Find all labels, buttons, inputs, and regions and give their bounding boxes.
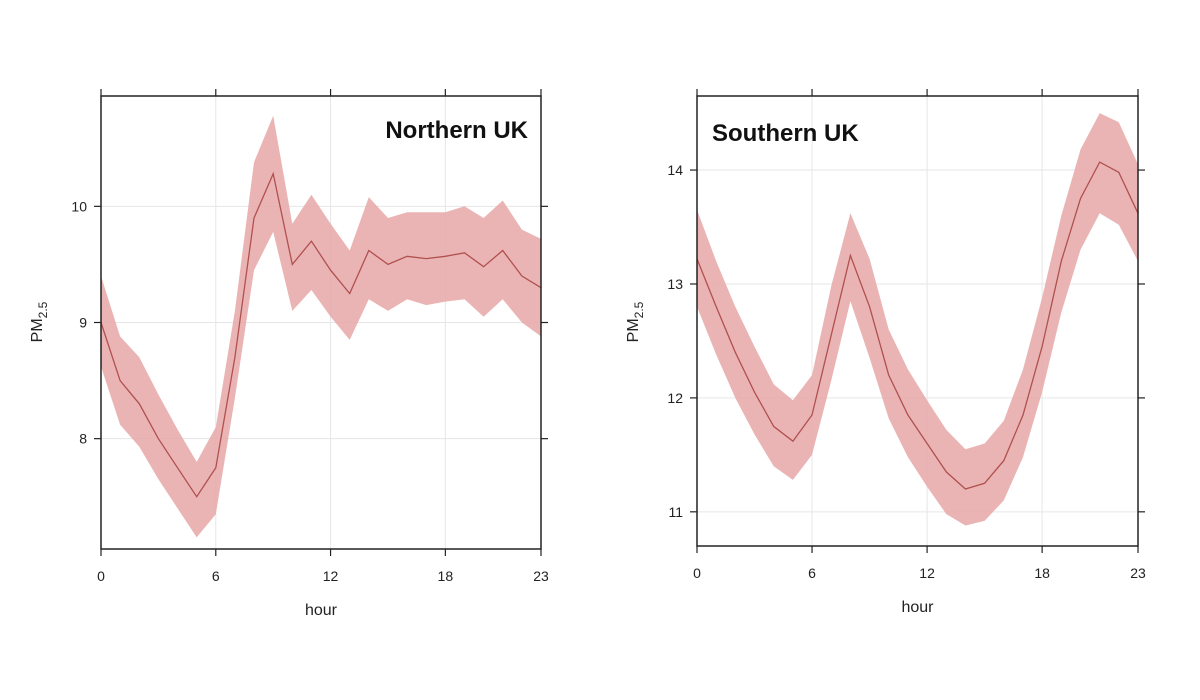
mean-line bbox=[100, 171, 542, 498]
x-axis-label: hour bbox=[901, 599, 934, 616]
y-axis-label-main: PM bbox=[625, 318, 642, 342]
y-axis-label-sub: 2.5 bbox=[36, 301, 50, 318]
plot-frame bbox=[696, 95, 1139, 547]
y-tick-label: 11 bbox=[668, 504, 683, 520]
confidence-band bbox=[101, 115, 541, 538]
y-tick-label: 12 bbox=[667, 390, 683, 406]
x-tick-label: 0 bbox=[693, 565, 701, 581]
x-tick-label: 6 bbox=[808, 565, 816, 581]
y-tick-label: 8 bbox=[79, 431, 87, 447]
y-axis-label: PM2.5 bbox=[625, 301, 646, 342]
northern-uk-panel: 0 6 12 18 23 8 9 10 Northern UK hour PM2.5 bbox=[29, 89, 549, 619]
y-tick-label: 14 bbox=[667, 162, 683, 178]
x-tick-label: 12 bbox=[919, 565, 935, 581]
southern-uk-panel: 0 6 12 18 23 11 12 13 14 Southern UK hour PM2.5 bbox=[625, 89, 1146, 616]
panel-title: Southern UK bbox=[712, 120, 859, 147]
y-tick-label: 9 bbox=[79, 315, 87, 331]
y-axis-label-sub: 2.5 bbox=[632, 301, 646, 318]
x-tick-label: 18 bbox=[438, 568, 454, 584]
x-tick-label: 6 bbox=[212, 568, 220, 584]
x-tick-label: 23 bbox=[533, 568, 549, 584]
x-tick-label: 18 bbox=[1034, 565, 1050, 581]
confidence-band bbox=[697, 113, 1138, 526]
panel-title: Northern UK bbox=[385, 117, 528, 144]
y-tick-label: 13 bbox=[667, 276, 683, 292]
mean-line bbox=[696, 161, 1139, 490]
y-tick-label: 10 bbox=[71, 198, 87, 214]
y-axis-label: PM2.5 bbox=[29, 301, 50, 342]
x-tick-label: 0 bbox=[97, 568, 105, 584]
y-axis-label-main: PM bbox=[29, 318, 46, 342]
x-tick-label: 23 bbox=[1130, 565, 1146, 581]
x-tick-label: 12 bbox=[323, 568, 339, 584]
x-axis-label: hour bbox=[305, 602, 338, 619]
